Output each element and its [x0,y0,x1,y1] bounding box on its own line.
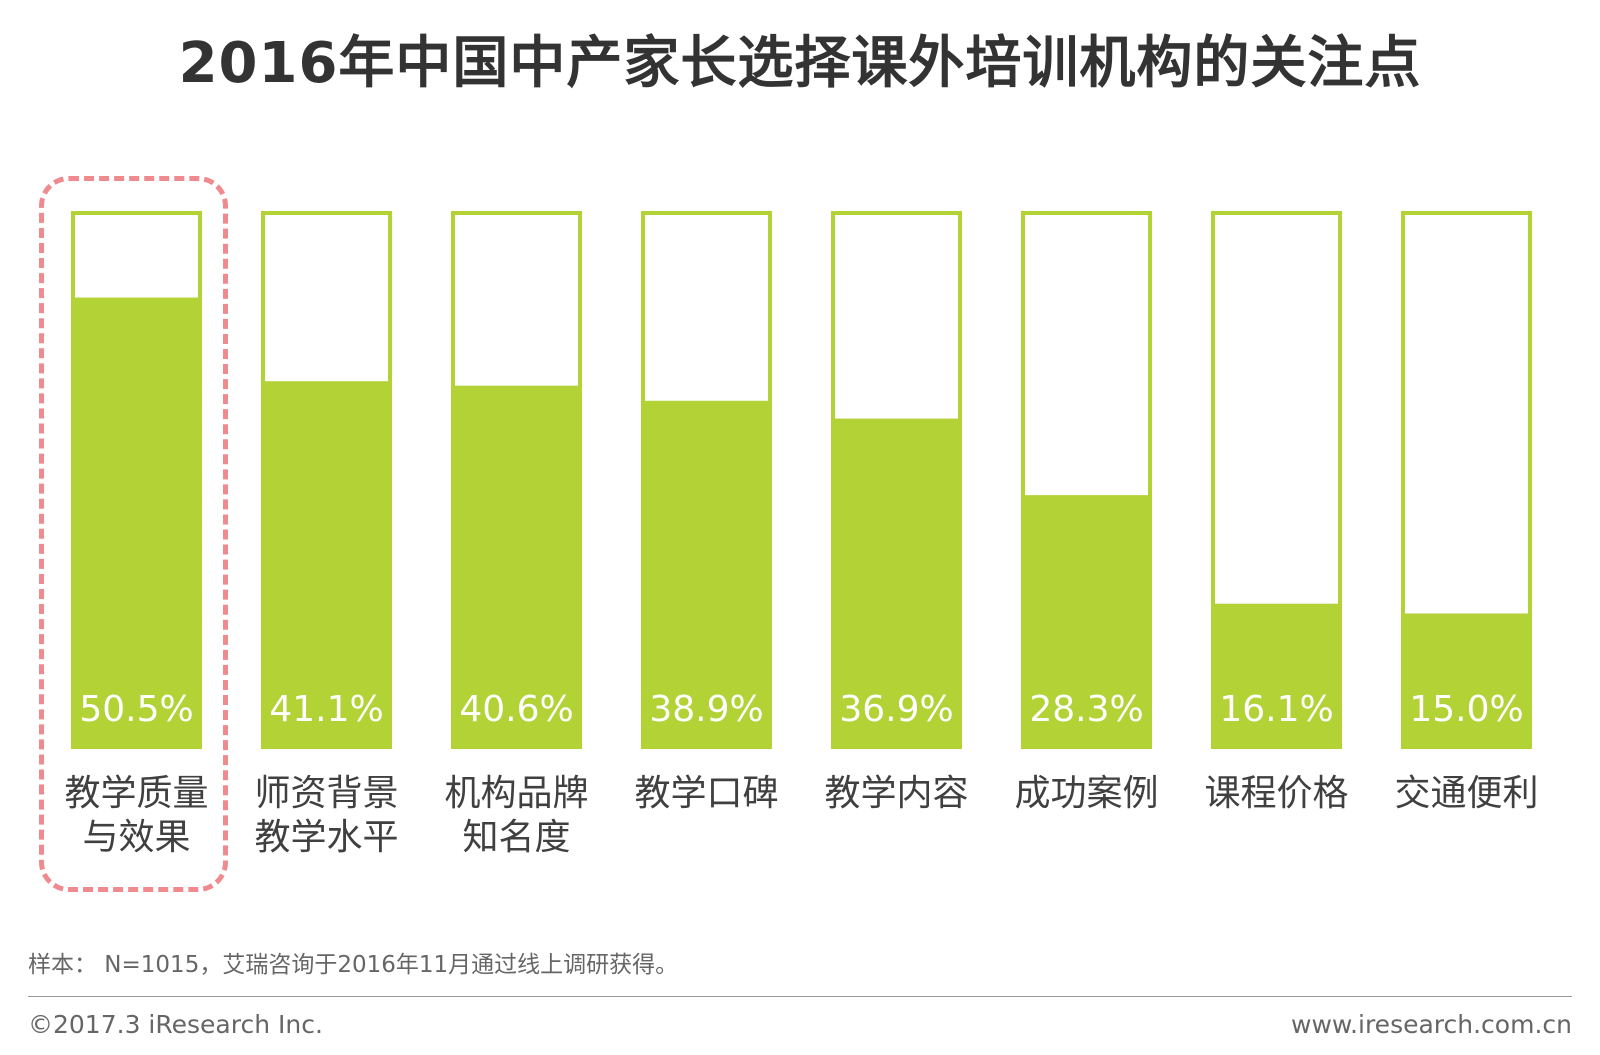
category-label: 师资背景 教学水平 [232,772,422,860]
bar [1213,603,1340,747]
highlight-dashed-box [39,176,228,892]
category-label-line: 知名度 [462,817,571,858]
bar-value-label: 40.6% [459,689,573,730]
category-label-line: 教学内容 [824,773,969,814]
bar-value-label: 50.5% [79,689,193,730]
category-label-line: 教学质量 [64,773,209,814]
bar-value-label: 41.1% [269,689,383,730]
bar-value-label: 16.1% [1219,689,1333,730]
website-link: www.iresearch.com.cn [1291,1010,1572,1039]
category-label: 教学质量 与效果 [42,772,232,860]
footer-divider [28,996,1572,997]
category-label-line: 与效果 [82,817,191,858]
bar [73,297,200,747]
bar [833,418,960,747]
chart-title: 2016年中国中产家长选择课外培训机构的关注点 [178,31,1422,96]
sample-note: 样本： N=1015，艾瑞咨询于2016年11月通过线上调研获得。 [28,952,679,978]
copyright: ©2017.3 iResearch Inc. [28,1010,323,1039]
category-label: 成功案例 [992,772,1182,816]
category-label-line: 课程价格 [1204,773,1349,814]
category-label: 机构品牌 知名度 [422,772,612,860]
bar [1403,613,1530,747]
category-label-line: 交通便利 [1394,773,1539,814]
category-label-line: 教学水平 [254,817,399,858]
category-label: 交通便利 [1372,772,1562,816]
category-label: 教学内容 [802,772,992,816]
bar-value-label: 28.3% [1029,689,1143,730]
bar-value-label: 38.9% [649,689,763,730]
category-label: 课程价格 [1182,772,1372,816]
category-label-line: 师资背景 [254,773,399,814]
bar [1023,495,1150,747]
category-label-line: 成功案例 [1014,773,1159,814]
bar [643,400,770,747]
bar-value-label: 15.0% [1409,689,1523,730]
bar-value-label: 36.9% [839,689,953,730]
category-label-line: 教学口碑 [634,773,779,814]
category-label-line: 机构品牌 [444,773,589,814]
bar [263,381,390,747]
bar [453,385,580,747]
category-label: 教学口碑 [612,772,802,816]
